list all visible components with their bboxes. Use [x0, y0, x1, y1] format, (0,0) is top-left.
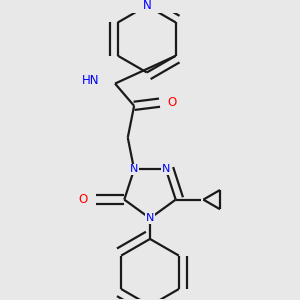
Text: O: O — [168, 96, 177, 109]
Text: N: N — [142, 0, 151, 12]
Text: N: N — [130, 164, 138, 174]
Text: N: N — [146, 213, 154, 223]
Text: HN: HN — [82, 74, 99, 87]
Text: N: N — [162, 164, 170, 174]
Text: O: O — [78, 193, 88, 206]
